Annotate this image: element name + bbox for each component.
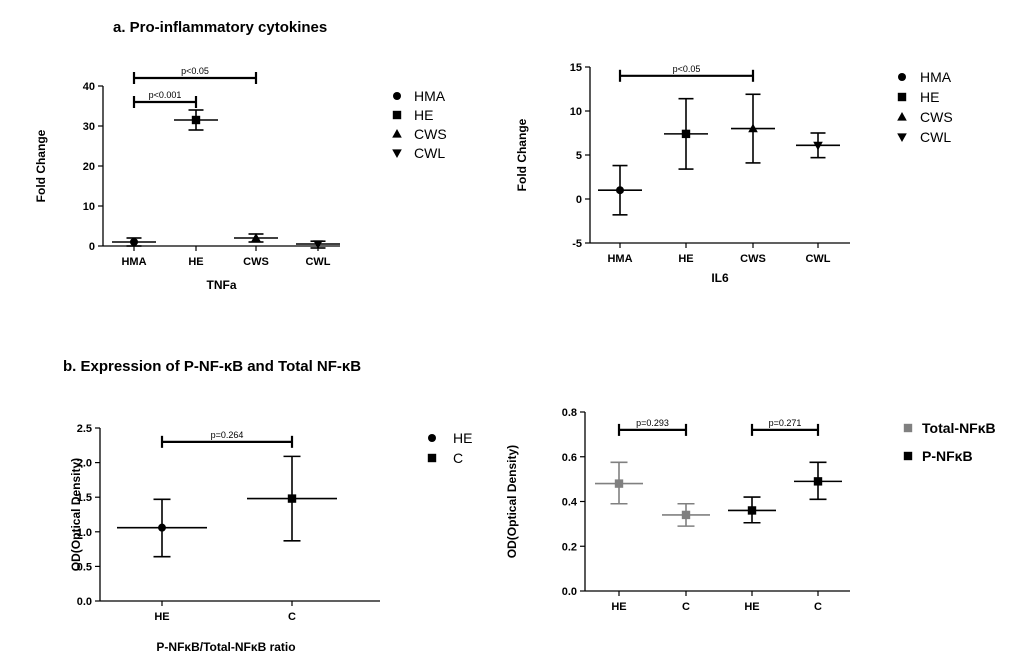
chart-ratio-legend-label: C — [453, 450, 463, 466]
section-title-b: b. Expression of P-NF-κB and Total NF-κB — [63, 358, 362, 375]
chart-il6-point-cwl — [813, 141, 823, 151]
chart-nfkb-ytick-label: 0.2 — [562, 541, 577, 553]
chart-il6-ytick-label: 5 — [576, 150, 582, 162]
chart-ratio-ytick-label: 0.0 — [77, 596, 92, 608]
chart-il6-point-he — [681, 129, 691, 139]
chart-il6-ytick-label: -5 — [572, 238, 582, 250]
chart-tnfa-ytick-label: 30 — [83, 121, 95, 133]
chart-il6-xtick-label: CWL — [805, 253, 830, 265]
chart-il6-bracket-label: p<0.05 — [673, 64, 701, 74]
chart-il6-xtick-label: CWS — [740, 253, 766, 265]
chart-tnfa-xtick-label: CWS — [243, 256, 269, 268]
chart-ratio-ytick-label: 1.0 — [77, 527, 92, 539]
chart-tnfa-ytick-label: 20 — [83, 161, 95, 173]
chart-nfkb-legend-label: P-NFκB — [922, 448, 973, 464]
chart-tnfa-point-cwl — [313, 240, 323, 249]
chart-nfkb-y-label: OD(Optical Density) — [505, 445, 519, 558]
chart-nfkb-ytick-label: 0.6 — [562, 452, 577, 464]
chart-tnfa: 0 10 20 30 40 HMA HE CWS CWL Fold Change TNFa p<0.0… — [34, 66, 447, 292]
chart-nfkb-legend-label: Total-NFκB — [922, 420, 996, 436]
chart-nfkb-xtick-label: HE — [744, 601, 759, 613]
section-title-a: a. Pro-inflammatory cytokines — [113, 19, 328, 36]
chart-nfkb-point-total-nf-b — [681, 510, 691, 520]
chart-tnfa-legend-marker — [393, 92, 401, 100]
chart-nfkb-point-p-nf-b — [813, 477, 823, 486]
chart-ratio-xtick-label: HE — [154, 611, 169, 623]
chart-tnfa-y-label: Fold Change — [34, 129, 48, 202]
chart-ratio-ytick-label: 2.5 — [77, 423, 92, 435]
chart-il6-xtick-label: HMA — [607, 253, 632, 265]
chart-nfkb-point-total-nf-b — [614, 479, 624, 488]
chart-tnfa-ytick-label: 40 — [83, 81, 95, 93]
chart-il6-legend-label: HE — [920, 89, 939, 105]
chart-tnfa-ytick-label: 10 — [83, 201, 95, 213]
chart-il6-y-label: Fold Change — [515, 118, 529, 191]
chart-nfkb-ytick-label: 0.8 — [562, 407, 577, 419]
chart-ratio-legend-marker — [428, 434, 436, 442]
chart-ratio-xtick-label: C — [288, 611, 296, 623]
chart-nfkb-legend-marker — [903, 451, 913, 461]
chart-ratio-x-label: P-NFκB/Total-NFκB ratio — [156, 640, 295, 654]
chart-nfkb-legend-marker — [903, 423, 913, 433]
chart-il6-legend-marker — [898, 73, 906, 81]
chart-tnfa-point-cws — [251, 233, 261, 242]
chart-il6-legend-label: HMA — [920, 69, 952, 85]
chart-tnfa-xtick-label: HE — [188, 256, 203, 268]
chart-tnfa-ytick-label: 0 — [89, 241, 95, 253]
chart-tnfa-legend-label: HMA — [414, 88, 446, 104]
chart-tnfa-legend-label: CWS — [414, 126, 447, 142]
chart-ratio-bracket-label: p=0.264 — [211, 430, 244, 440]
chart-nfkb-bracket-label: p=0.293 — [636, 418, 669, 428]
chart-il6-legend-marker — [897, 133, 907, 142]
chart-tnfa-point-hma — [130, 238, 138, 246]
chart-tnfa-xtick-label: HMA — [121, 256, 146, 268]
chart-nfkb-ytick-label: 0.0 — [562, 586, 577, 598]
chart-nfkb-bracket-label: p=0.271 — [769, 418, 802, 428]
chart-ratio-ytick-label: 0.5 — [77, 561, 92, 573]
chart-tnfa-legend-label: CWL — [414, 145, 445, 161]
chart-ratio-y-label: OD(Optical Density) — [69, 458, 83, 571]
chart-nfkb-xtick-label: C — [814, 601, 822, 613]
chart-nfkb-point-p-nf-b — [747, 506, 757, 515]
chart-tnfa-x-label: TNFa — [207, 278, 237, 292]
chart-ratio: 0.0 0.5 1.0 1.5 2.0 2.5 HE C OD(Optical Density)… — [69, 423, 472, 654]
chart-nfkb-xtick-label: C — [682, 601, 690, 613]
chart-tnfa-legend-marker — [392, 149, 402, 158]
chart-tnfa-point-he — [191, 115, 201, 125]
chart-ratio-point-he — [158, 523, 166, 532]
chart-ratio-legend-label: HE — [453, 430, 472, 446]
chart-il6-point-hma — [616, 186, 624, 195]
chart-ratio-point-c — [287, 494, 297, 503]
chart-ratio-ytick-label: 2.0 — [77, 458, 92, 470]
chart-nfkb-ytick-label: 0.4 — [562, 497, 578, 509]
chart-tnfa-bracket-label: p<0.001 — [149, 90, 182, 100]
chart-nfkb-xtick-label: HE — [611, 601, 626, 613]
chart-il6-ytick-label: 10 — [570, 106, 582, 118]
chart-tnfa-legend-marker — [392, 129, 402, 138]
chart-il6-legend-label: CWS — [920, 109, 953, 125]
chart-tnfa-legend-label: HE — [414, 107, 433, 123]
chart-tnfa-bracket-label: p<0.05 — [181, 66, 209, 76]
chart-ratio-ytick-label: 1.5 — [77, 492, 92, 504]
chart-il6-x-label: IL6 — [711, 271, 729, 285]
chart-il6-legend-marker — [897, 112, 907, 121]
chart-il6-xtick-label: HE — [678, 253, 693, 265]
chart-tnfa-xtick-label: CWL — [305, 256, 330, 268]
chart-il6-legend-label: CWL — [920, 129, 951, 145]
chart-il6-ytick-label: 0 — [576, 194, 582, 206]
chart-il6-ytick-label: 15 — [570, 62, 582, 74]
chart-ratio-legend-marker — [427, 453, 437, 463]
chart-il6: -5 0 5 10 15 HMA HE CWS CWL Fold Change IL6 p<0.05 H… — [515, 62, 953, 285]
chart-il6-legend-marker — [897, 92, 907, 102]
chart-nfkb: 0.0 0.2 0.4 0.6 0.8 HE C HE C OD(Optical Density)… — [505, 407, 996, 613]
chart-il6-point-cws — [748, 123, 758, 133]
chart-tnfa-legend-marker — [392, 110, 402, 120]
